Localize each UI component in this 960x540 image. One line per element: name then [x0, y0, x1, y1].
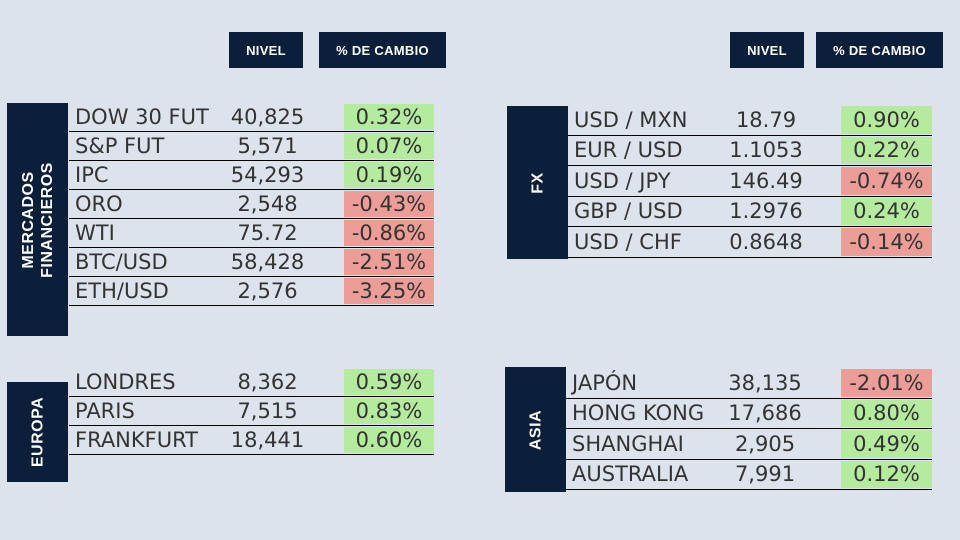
- change-percent-cell: 0.80%: [841, 399, 932, 427]
- table-row: IPC 54,293 0.19%: [69, 161, 434, 190]
- fx-table: USD / MXN 18.79 0.90% EUR / USD 1.1053 0.22% U…: [568, 105, 932, 258]
- table-row: DOW 30 FUT 40,825 0.32%: [69, 103, 434, 132]
- instrument-name: ETH/USD: [75, 279, 169, 303]
- table-row: FRANKFURT 18,441 0.60%: [69, 426, 434, 455]
- instrument-name: PARIS: [75, 399, 135, 423]
- table-row: USD / JPY 146.49 -0.74%: [568, 166, 932, 197]
- table-row: JAPÓN 38,135 -2.01%: [566, 368, 932, 399]
- instrument-name: IPC: [75, 163, 109, 187]
- level-value: 7,515: [237, 399, 298, 423]
- change-percent-cell: 0.19%: [344, 162, 434, 188]
- change-percent-cell: 0.83%: [344, 398, 434, 424]
- table-row: SHANGHAI 2,905 0.49%: [566, 429, 932, 460]
- level-value: 54,293: [230, 163, 305, 187]
- fx-label-text: FX: [529, 171, 546, 194]
- change-percent-cell: 0.49%: [841, 430, 932, 458]
- mercados-label-line2: FINANCIEROS: [38, 161, 56, 278]
- level-value: 17,686: [728, 401, 802, 426]
- table-row: USD / CHF 0.8648 -0.14%: [568, 227, 932, 258]
- table-row: PARIS 7,515 0.83%: [69, 397, 434, 426]
- instrument-name: FRANKFURT: [75, 428, 199, 452]
- change-percent-cell: 0.12%: [841, 460, 932, 488]
- change-percent-cell: 0.07%: [344, 133, 434, 159]
- level-value: 1.2976: [729, 199, 803, 224]
- nivel-header-right: NIVEL: [730, 32, 804, 68]
- table-row: ORO 2,548 -0.43%: [69, 190, 434, 219]
- level-value: 2,905: [734, 431, 796, 456]
- instrument-name: LONDRES: [75, 370, 176, 394]
- instrument-name: AUSTRALIA: [572, 462, 689, 487]
- instrument-name: WTI: [75, 221, 115, 245]
- instrument-name: GBP / USD: [574, 199, 683, 224]
- level-value: 1.1053: [729, 138, 803, 163]
- table-row: GBP / USD 1.2976 0.24%: [568, 197, 932, 227]
- instrument-name: EUR / USD: [574, 138, 683, 163]
- change-percent-cell: 0.22%: [841, 136, 932, 164]
- cambio-header-right: % DE CAMBIO: [816, 32, 943, 68]
- change-percent-cell: -0.14%: [841, 228, 932, 256]
- level-value: 2,576: [237, 279, 298, 303]
- nivel-header-left: NIVEL: [229, 32, 303, 68]
- table-row: AUSTRALIA 7,991 0.12%: [566, 460, 932, 490]
- instrument-name: S&P FUT: [75, 134, 165, 158]
- europa-label-text: EUROPA: [29, 396, 46, 468]
- level-value: 18,441: [230, 428, 305, 452]
- table-row: ETH/USD 2,576 -3.25%: [69, 277, 434, 306]
- change-percent-cell: -3.25%: [344, 278, 434, 304]
- change-percent-cell: -0.74%: [841, 167, 932, 195]
- europa-label: EUROPA: [7, 382, 68, 482]
- change-percent-cell: 0.60%: [344, 427, 434, 453]
- instrument-name: USD / JPY: [574, 168, 671, 193]
- level-value: 58,428: [230, 250, 305, 274]
- table-row: EUR / USD 1.1053 0.22%: [568, 136, 932, 166]
- level-value: 5,571: [237, 134, 298, 158]
- fx-label: FX: [507, 106, 568, 259]
- change-percent-cell: 0.24%: [841, 197, 932, 225]
- instrument-name: USD / CHF: [574, 229, 682, 254]
- table-row: HONG KONG 17,686 0.80%: [566, 399, 932, 429]
- cambio-header-left: % DE CAMBIO: [319, 32, 446, 68]
- table-row: BTC/USD 58,428 -2.51%: [69, 248, 434, 277]
- table-row: S&P FUT 5,571 0.07%: [69, 132, 434, 161]
- asia-table: JAPÓN 38,135 -2.01% HONG KONG 17,686 0.80% SHA…: [566, 368, 932, 490]
- mercados-financieros-label: MERCADOS FINANCIEROS: [7, 103, 68, 336]
- table-row: WTI 75.72 -0.86%: [69, 219, 434, 248]
- level-value: 0.8648: [729, 229, 803, 254]
- change-percent-cell: 0.32%: [344, 104, 434, 130]
- instrument-name: DOW 30 FUT: [75, 105, 209, 129]
- table-row: LONDRES 8,362 0.59%: [69, 368, 434, 397]
- level-value: 2,548: [237, 192, 298, 216]
- change-percent-cell: -2.51%: [344, 249, 434, 275]
- change-percent-cell: -2.01%: [841, 369, 932, 397]
- instrument-name: USD / MXN: [574, 107, 688, 132]
- table-row: USD / MXN 18.79 0.90%: [568, 105, 932, 136]
- instrument-name: ORO: [75, 192, 123, 216]
- level-value: 8,362: [237, 370, 298, 394]
- asia-label: ASIA: [505, 367, 566, 492]
- change-percent-cell: 0.90%: [841, 106, 932, 134]
- level-value: 75.72: [237, 221, 298, 245]
- change-percent-cell: -0.86%: [344, 220, 434, 246]
- mercados-label-line1: MERCADOS: [19, 170, 37, 269]
- instrument-name: BTC/USD: [75, 250, 168, 274]
- europa-table: LONDRES 8,362 0.59% PARIS 7,515 0.83% FRANKFUR…: [69, 368, 434, 455]
- level-value: 7,991: [734, 462, 796, 487]
- change-percent-cell: -0.43%: [344, 191, 434, 217]
- change-percent-cell: 0.59%: [344, 369, 434, 395]
- instrument-name: SHANGHAI: [572, 431, 684, 456]
- level-value: 38,135: [728, 370, 802, 395]
- instrument-name: JAPÓN: [572, 370, 638, 395]
- level-value: 18.79: [735, 107, 797, 132]
- level-value: 146.49: [729, 168, 803, 193]
- asia-label-text: ASIA: [527, 409, 544, 450]
- mercados-table: DOW 30 FUT 40,825 0.32% S&P FUT 5,571 0.07% IP…: [69, 103, 434, 306]
- level-value: 40,825: [230, 105, 305, 129]
- instrument-name: HONG KONG: [572, 401, 705, 426]
